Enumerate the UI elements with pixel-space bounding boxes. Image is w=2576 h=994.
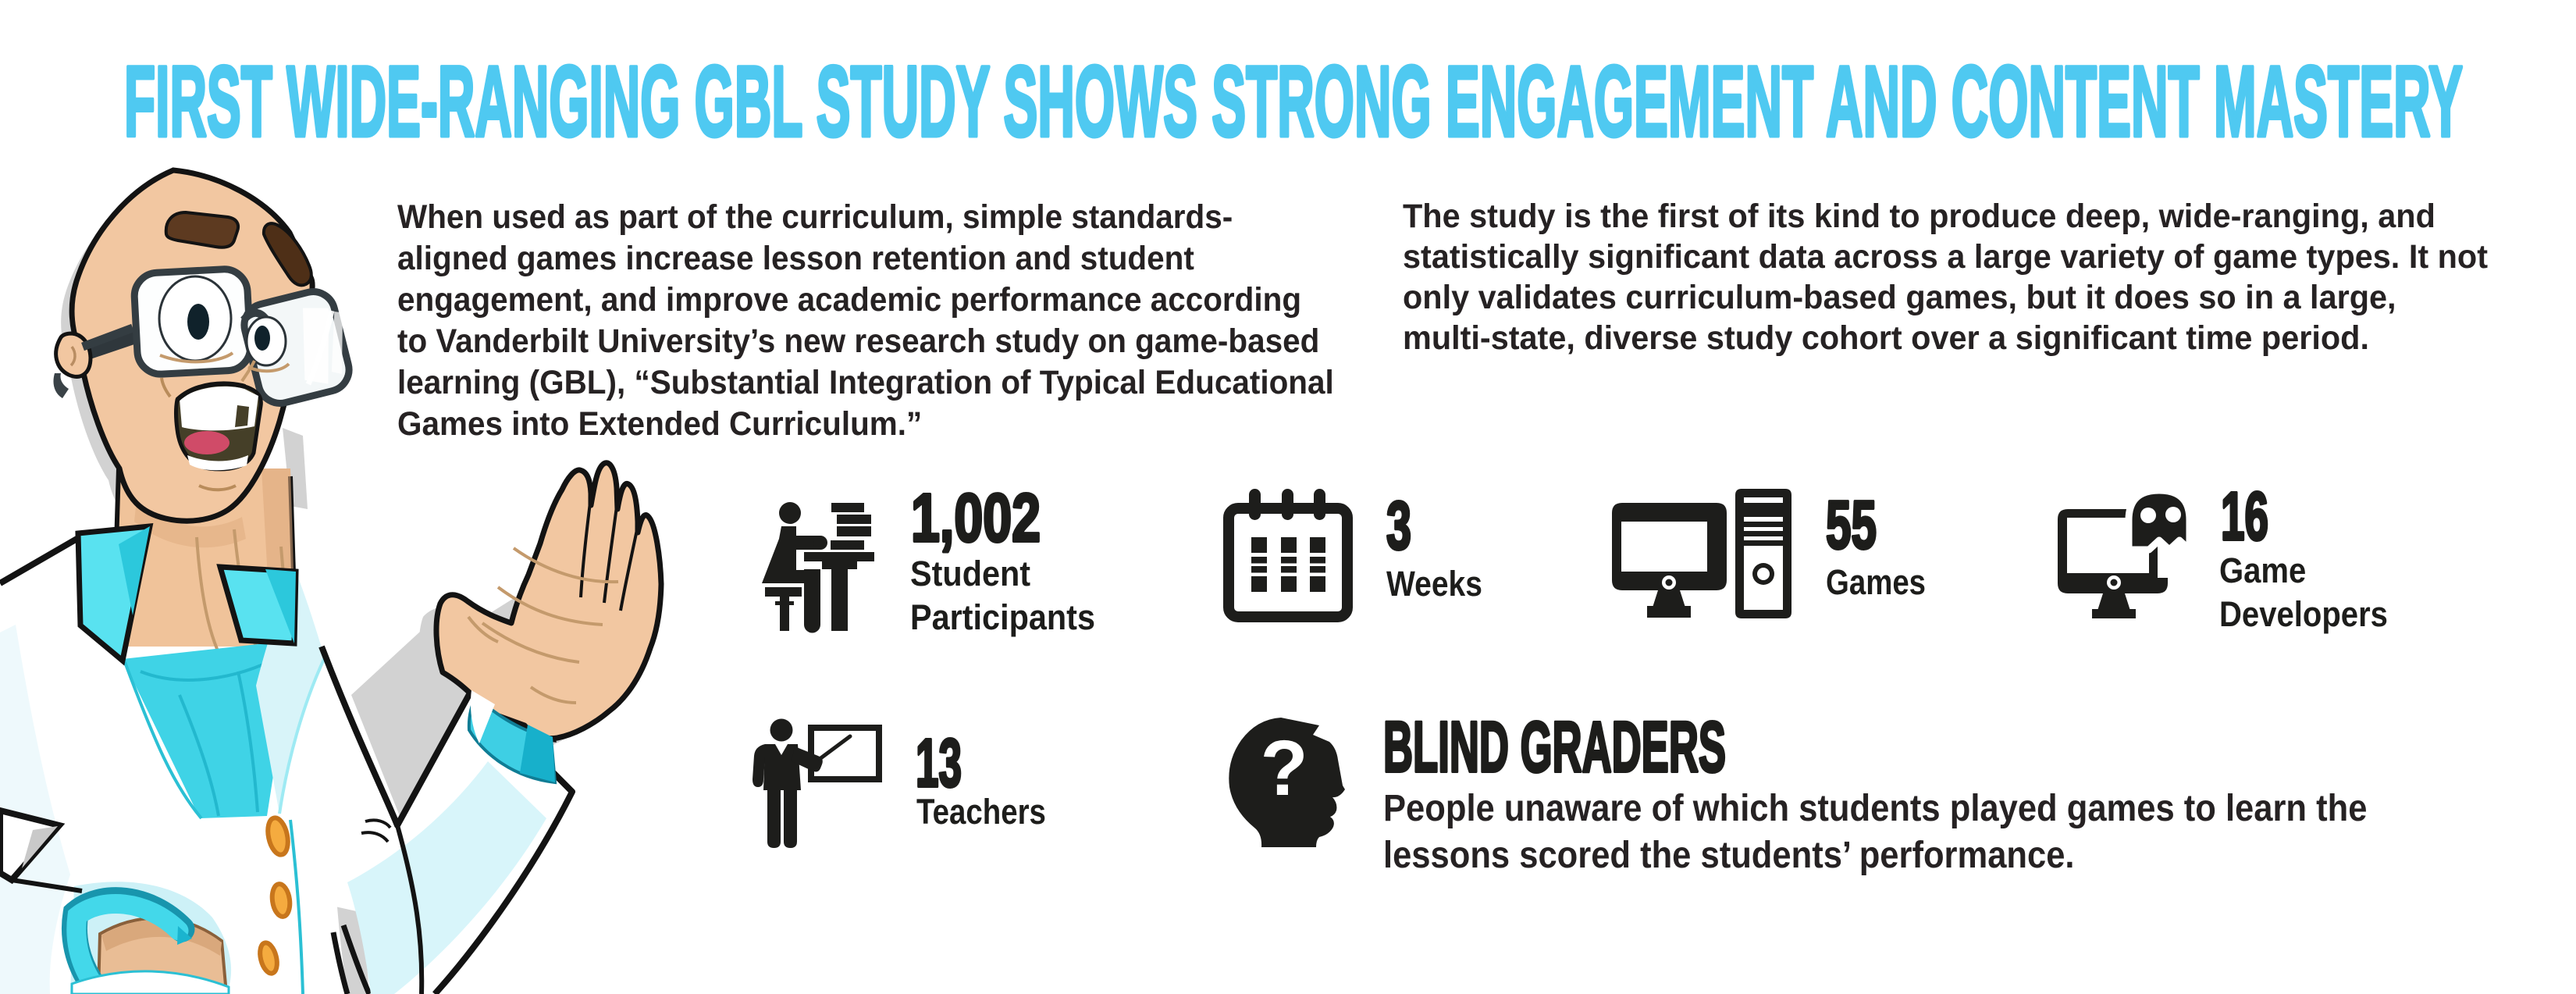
svg-text:3: 3 bbox=[1386, 488, 1411, 564]
svg-text:?: ? bbox=[1260, 725, 1308, 812]
svg-text:BLIND GRADERS: BLIND GRADERS bbox=[1383, 707, 1726, 782]
svg-text:1,002: 1,002 bbox=[911, 480, 1041, 556]
svg-text:16: 16 bbox=[2221, 479, 2268, 553]
svg-text:55: 55 bbox=[1826, 487, 1877, 561]
svg-text:13: 13 bbox=[916, 725, 962, 800]
svg-text:FIRST WIDE-RANGING GBL STUDY S: FIRST WIDE-RANGING GBL STUDY SHOWS STRON… bbox=[124, 46, 2463, 158]
